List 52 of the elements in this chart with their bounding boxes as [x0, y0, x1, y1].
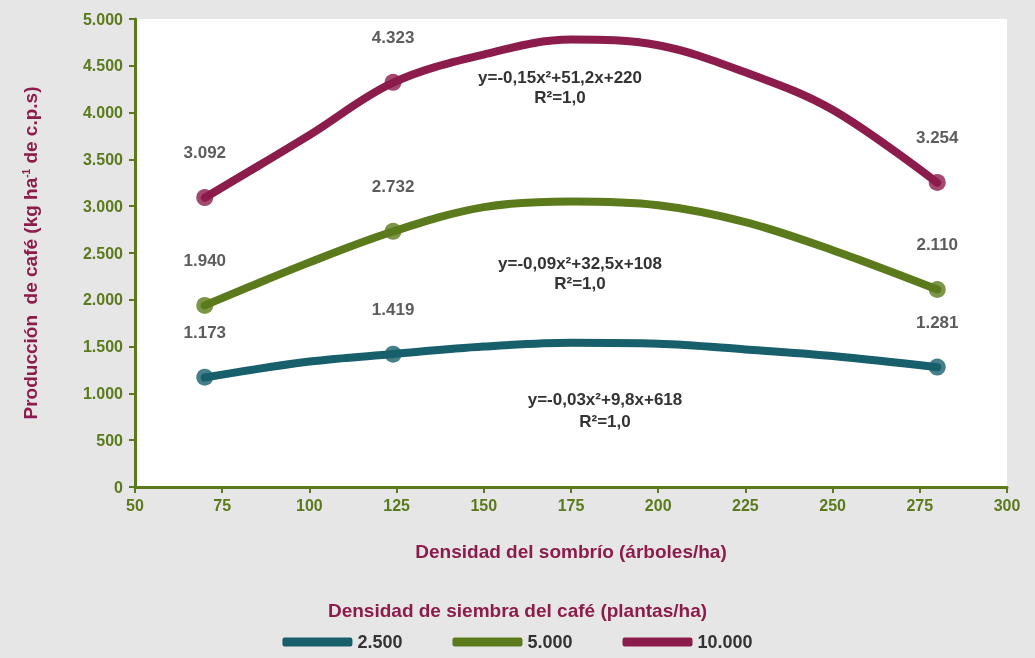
- point: [196, 296, 214, 314]
- y-tick-label: 1.500: [82, 338, 124, 356]
- annotation: R²=1,0: [534, 87, 586, 107]
- point: [928, 358, 946, 376]
- x-tick-label: 275: [906, 496, 934, 514]
- data-label: 4.323: [371, 27, 415, 47]
- x-tick-label: 200: [644, 496, 672, 514]
- data-label: 2.110: [916, 235, 959, 254]
- point: [384, 222, 402, 240]
- y-tick-label: 4.500: [82, 57, 124, 75]
- y-tick-label: 2.500: [82, 244, 124, 262]
- y-tick-label: 500: [96, 431, 124, 449]
- y-axis-title: Producción de café (kg ha-1 de c.p.s): [20, 86, 41, 420]
- x-tick-label: 250: [819, 496, 847, 514]
- annotation: R²=1,0: [554, 273, 606, 293]
- point: [196, 368, 214, 386]
- y-tick-label: 3.500: [82, 150, 124, 168]
- y-tick-label: 4.000: [82, 104, 124, 122]
- x-tick-label: 100: [296, 496, 323, 514]
- data-label: 1.173: [183, 322, 227, 342]
- legend-title: Densidad de siembra del café (plantas/ha): [327, 600, 708, 621]
- x-tick-label: 300: [993, 496, 1021, 514]
- data-label: 1.281: [915, 312, 959, 332]
- y-tick-label: 5.000: [82, 10, 124, 28]
- data-label: 3.092: [183, 143, 227, 163]
- data-label: 3.254: [915, 127, 960, 147]
- point: [928, 173, 946, 191]
- x-tick-label: 175: [557, 496, 585, 514]
- point: [928, 281, 946, 298]
- x-tick-label: 125: [383, 496, 411, 514]
- point: [196, 189, 214, 207]
- x-tick-label: 225: [732, 496, 759, 514]
- y-tick-label: 3.000: [82, 197, 124, 215]
- point: [384, 345, 402, 363]
- x-tick-label: 75: [213, 496, 232, 514]
- data-label: 1.940: [183, 250, 227, 270]
- y-tick-label: 0: [114, 478, 124, 496]
- legend-label: 5.000: [527, 632, 573, 652]
- x-tick-label: 50: [126, 496, 144, 514]
- annotation: R²=1,0: [579, 411, 631, 431]
- data-label: 1.419: [371, 299, 415, 319]
- y-tick-label: 1.000: [82, 384, 124, 402]
- legend-label: 10.000: [697, 632, 753, 652]
- data-label: 2.732: [371, 176, 415, 196]
- point: [384, 73, 402, 91]
- y-tick-label: 2.000: [82, 291, 124, 309]
- legend-label: 2.500: [357, 632, 403, 652]
- annotation: y=-0,03x²+9,8x+618: [527, 389, 683, 409]
- x-axis-title: Densidad del sombrío (árboles/ha): [415, 541, 727, 562]
- annotation: y=-0,15x²+51,2x+220: [477, 67, 643, 87]
- x-tick-label: 150: [470, 496, 498, 514]
- annotation: y=-0,09x²+32,5x+108: [497, 253, 663, 273]
